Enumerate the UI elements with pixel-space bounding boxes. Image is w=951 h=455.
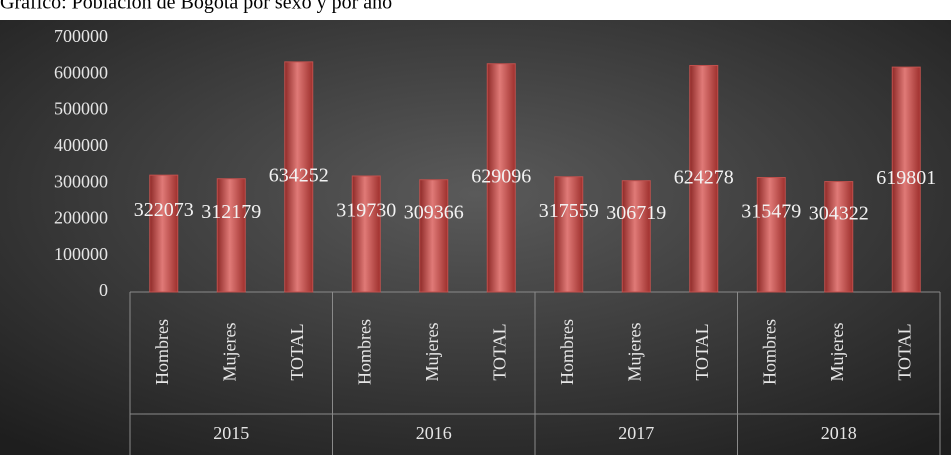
data-label: 306719 [606, 202, 666, 224]
bar [216, 178, 246, 293]
y-tick-label: 400000 [54, 135, 108, 155]
data-label: 624278 [674, 166, 734, 188]
group-label: 2016 [416, 423, 452, 443]
group-label: 2015 [213, 423, 249, 443]
group-label: 2017 [618, 423, 654, 443]
bar [351, 175, 381, 293]
bar [689, 64, 719, 293]
bar [149, 174, 179, 293]
bar [419, 179, 449, 293]
y-tick-label: 300000 [54, 171, 108, 191]
x-tick-label: TOTAL [894, 323, 914, 380]
y-tick-label: 100000 [54, 244, 108, 264]
data-label: 312179 [201, 201, 261, 223]
x-tick-label: Mujeres [624, 323, 644, 382]
data-label: 619801 [876, 167, 936, 189]
x-tick-label: Hombres [557, 319, 577, 385]
x-tick-label: Hombres [152, 319, 172, 385]
data-label: 319730 [336, 200, 396, 222]
data-label: 629096 [471, 165, 531, 187]
y-tick-label: 200000 [54, 208, 108, 228]
bar [621, 180, 651, 293]
x-tick-label: Mujeres [219, 323, 239, 382]
x-tick-label: TOTAL [287, 323, 307, 380]
y-tick-label: 700000 [54, 26, 108, 46]
bar [486, 63, 516, 293]
x-tick-label: Mujeres [827, 323, 847, 382]
y-tick-label: 600000 [54, 62, 108, 82]
x-tick-label: TOTAL [489, 323, 509, 380]
x-tick-label: TOTAL [692, 323, 712, 380]
data-label: 317559 [539, 200, 599, 222]
x-tick-label: Hombres [759, 319, 779, 385]
y-tick-label: 500000 [54, 99, 108, 119]
data-label: 309366 [404, 201, 464, 223]
data-label: 304322 [809, 202, 869, 224]
data-label: 634252 [269, 165, 329, 187]
bar [284, 61, 314, 293]
group-label: 2018 [821, 423, 857, 443]
bar [756, 177, 786, 293]
bar [824, 181, 854, 293]
y-tick-label: 0 [99, 280, 108, 300]
x-tick-label: Hombres [354, 319, 374, 385]
bar [554, 176, 584, 293]
chart-title: Gráfico: Población de Bogotá por sexo y … [0, 0, 392, 14]
data-label: 322073 [134, 199, 194, 221]
data-label: 315479 [741, 200, 801, 222]
bar [891, 66, 921, 293]
x-tick-label: Mujeres [422, 323, 442, 382]
chart-background [0, 20, 951, 455]
